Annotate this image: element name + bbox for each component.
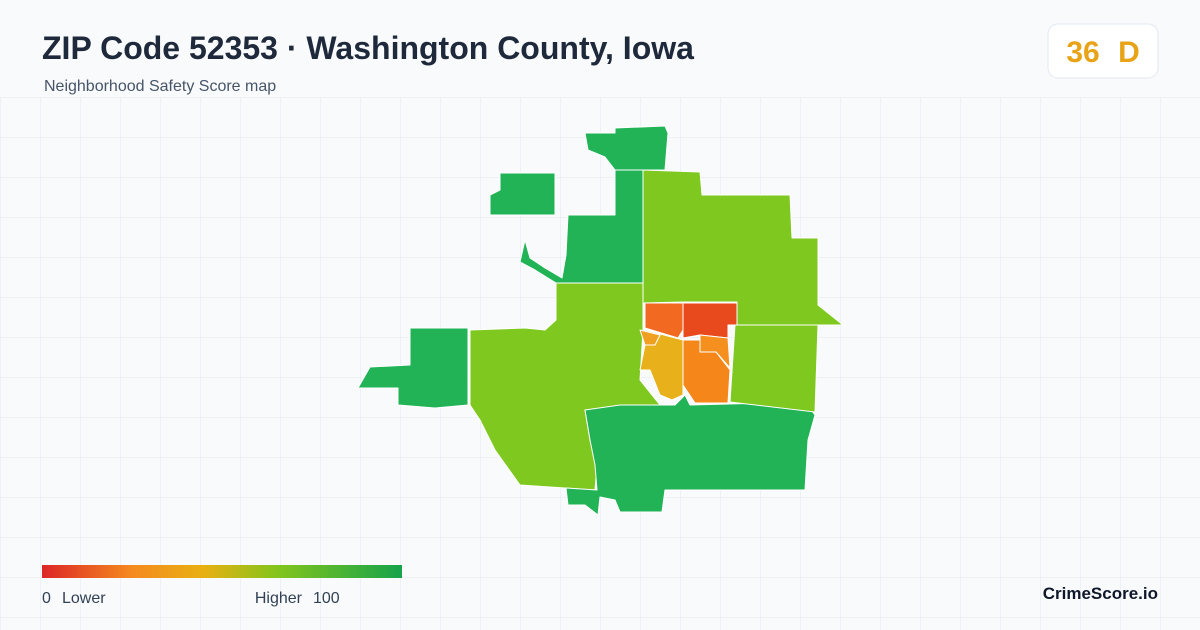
subtitle: Neighborhood Safety Score map: [44, 78, 276, 95]
map-region: [489, 172, 556, 216]
legend-max-label: Higher: [255, 590, 303, 607]
legend-min: 0: [42, 590, 51, 607]
map-region: [682, 302, 738, 339]
legend-max: 100: [313, 590, 340, 607]
map: [357, 125, 844, 516]
map-region: [639, 329, 661, 346]
brand: CrimeScore.io: [1043, 584, 1158, 603]
map-region: [565, 394, 816, 516]
map-region: [644, 302, 684, 339]
score-badge: [1047, 23, 1159, 79]
map-region: [682, 339, 731, 404]
map-region: [519, 169, 644, 284]
grade: D: [1118, 36, 1140, 69]
map-region: [357, 327, 469, 409]
map-region: [584, 125, 669, 171]
map-region: [639, 329, 684, 401]
map-region: [642, 169, 844, 326]
score: 36: [1066, 36, 1099, 69]
legend-min-label: Lower: [62, 590, 106, 607]
title: ZIP Code 52353 · Washington County, Iowa: [42, 30, 694, 66]
map-region: [729, 324, 819, 413]
legend-bar: [42, 565, 402, 578]
